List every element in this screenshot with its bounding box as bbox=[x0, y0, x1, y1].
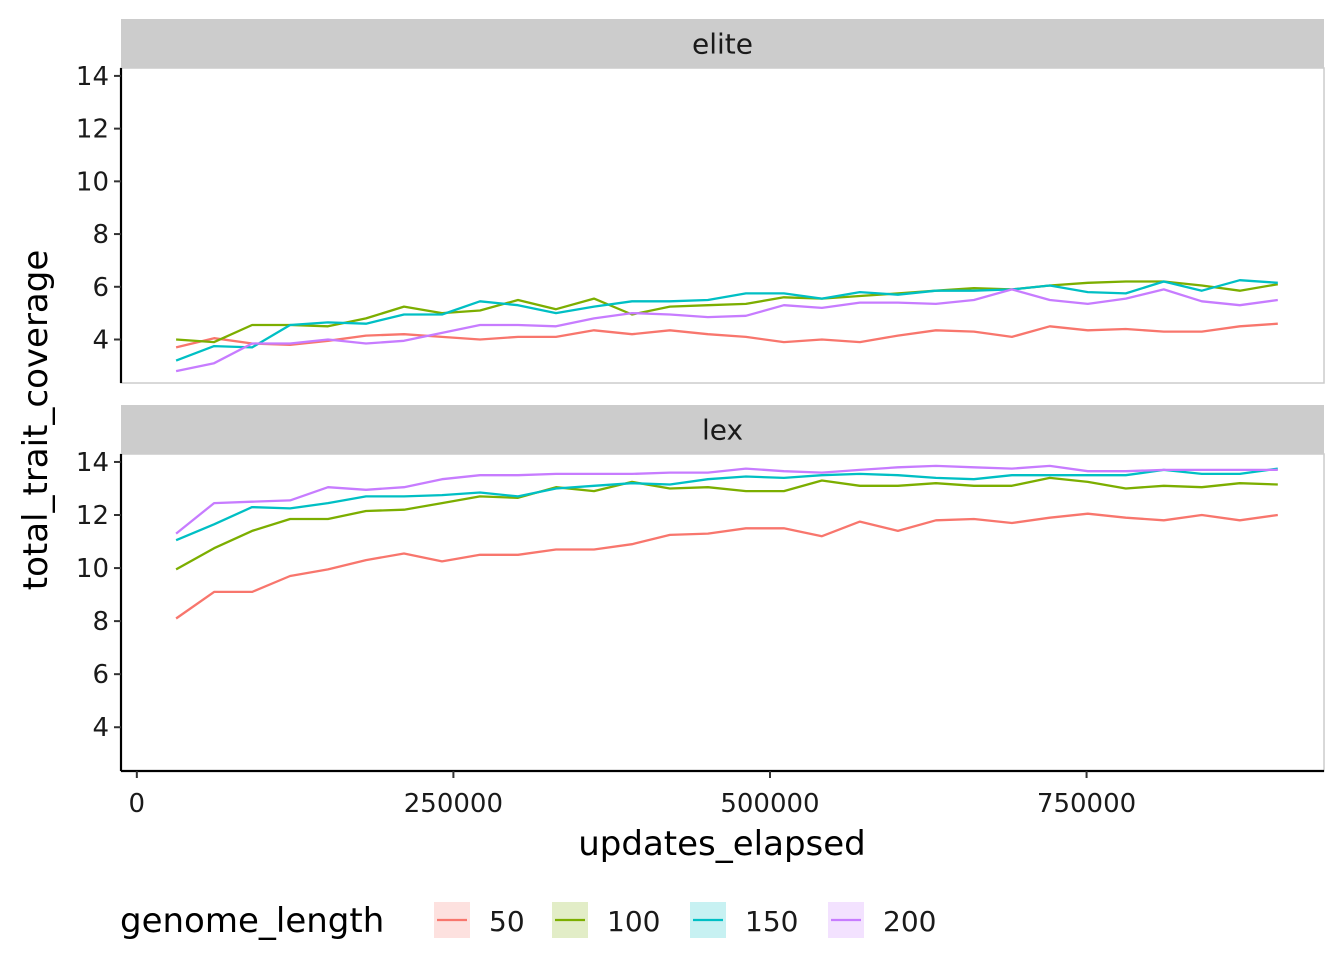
facet-strip bbox=[121, 405, 1324, 454]
y-tick-label: 14 bbox=[76, 62, 109, 92]
y-tick-label: 8 bbox=[92, 607, 109, 637]
x-axis: 0 250000 500000 750000 bbox=[121, 769, 1324, 819]
legend-title: genome_length bbox=[120, 901, 384, 941]
x-tick-label: 250000 bbox=[404, 789, 503, 819]
legend-label: 50 bbox=[489, 905, 525, 938]
y-tick-label: 6 bbox=[92, 273, 109, 303]
facet-strip bbox=[121, 19, 1324, 68]
legend-item-200: 200 bbox=[828, 902, 936, 938]
series-line-50 bbox=[175, 322, 1278, 349]
x-axis-title: updates_elapsed bbox=[578, 824, 866, 864]
legend-label: 150 bbox=[745, 905, 798, 938]
y-tick-label: 4 bbox=[92, 713, 109, 743]
x-tick-label: 750000 bbox=[1037, 789, 1136, 819]
legend-label: 200 bbox=[883, 905, 936, 938]
facet-strip-label: lex bbox=[702, 414, 743, 447]
y-tick-label: 4 bbox=[92, 326, 109, 356]
y-tick-label: 6 bbox=[92, 660, 109, 690]
series-line-50 bbox=[175, 512, 1278, 620]
legend-item-50: 50 bbox=[434, 902, 525, 938]
legend-item-100: 100 bbox=[552, 902, 660, 938]
y-tick-label: 12 bbox=[76, 115, 109, 145]
facet-strip-label: elite bbox=[692, 28, 753, 61]
panels-layer: elite 4 6 8 10 12 14 lex 4 6 8 10 12 14 bbox=[76, 19, 1325, 772]
x-tick-label: 0 bbox=[129, 789, 146, 819]
series-line-100 bbox=[176, 280, 1278, 344]
legend-label: 100 bbox=[607, 905, 660, 938]
y-tick-label: 12 bbox=[76, 501, 109, 531]
series-line-150 bbox=[175, 279, 1278, 362]
series-line-200 bbox=[175, 464, 1278, 535]
y-axis-title: total_trait_coverage bbox=[16, 250, 56, 591]
panel-border bbox=[120, 453, 1325, 772]
legend-item-150: 150 bbox=[690, 902, 798, 938]
facet-panel-elite: elite 4 6 8 10 12 14 bbox=[76, 19, 1325, 384]
facet-panel-lex: lex 4 6 8 10 12 14 bbox=[76, 405, 1325, 772]
series-line-100 bbox=[175, 476, 1278, 571]
y-tick-label: 10 bbox=[76, 167, 109, 197]
series-line-150 bbox=[175, 467, 1278, 542]
y-tick-label: 10 bbox=[76, 554, 109, 584]
y-tick-label: 8 bbox=[92, 220, 109, 250]
series-line-200 bbox=[175, 288, 1278, 373]
y-tick-label: 14 bbox=[76, 448, 109, 478]
x-tick-label: 500000 bbox=[720, 789, 819, 819]
legend: genome_length 50 100 150 200 bbox=[120, 901, 936, 941]
